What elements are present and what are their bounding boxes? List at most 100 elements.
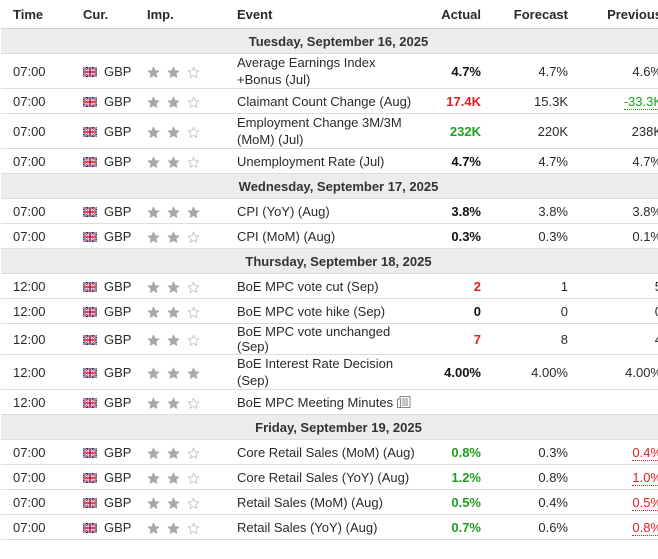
event-row[interactable]: 07:00 GBP Retail Sales (YoY) (Aug) 0.7% 0.6%… [1,514,658,540]
event-name-cell[interactable]: Claimant Count Change (Aug) [237,88,421,114]
event-previous[interactable]: 1.0% [632,469,658,486]
event-name-cell[interactable]: Retail Sales (YoY) (Aug) [237,514,421,540]
event-currency: GBP [82,53,147,89]
star-filled-icon [147,206,160,219]
event-actual: 7 [421,323,493,355]
event-name-cell[interactable]: BoE MPC Meeting Minutes [237,389,421,415]
col-header-actual[interactable]: Actual [421,0,493,29]
event-previous[interactable]: 0.8% [632,519,658,536]
event-time: 07:00 [1,489,83,515]
event-currency: GBP [82,113,147,149]
event-name[interactable]: Claimant Count Change (Aug) [237,93,412,109]
col-header-importance[interactable]: Imp. [147,0,237,29]
importance-stars [147,522,200,535]
event-row[interactable]: 07:00 GBP Employment Change 3M/3M (MoM) (J… [1,113,658,149]
event-previous[interactable]: -33.3K [623,93,658,110]
event-name[interactable]: Retail Sales (YoY) (Aug) [237,519,378,535]
event-name-cell[interactable]: Core Retail Sales (YoY) (Aug) [237,464,421,490]
event-name-cell[interactable]: Retail Sales (MoM) (Aug) [237,489,421,515]
document-icon[interactable] [397,395,411,408]
event-row[interactable]: 07:00 GBP Retail Sales (MoM) (Aug) 0.5% 0.4%… [1,489,658,515]
event-row[interactable]: 07:00 GBP Core Retail Sales (YoY) (Aug) 1.2… [1,464,658,490]
star-empty-icon [187,126,200,139]
event-row[interactable]: 07:00 GBP Claimant Count Change (Aug) 17.4K… [1,88,658,114]
event-row[interactable]: 07:00 GBP CPI (MoM) (Aug) 0.3%0.3% 0.1% [1,223,658,249]
star-empty-icon [187,231,200,244]
event-actual: 0 [421,298,493,324]
event-time: 07:00 [1,148,83,174]
star-filled-icon [167,367,180,380]
star-empty-icon [187,497,200,510]
event-row[interactable]: 12:00 GBP BoE Interest Rate Decision (Sep)… [1,354,658,390]
event-currency: GBP [82,439,147,465]
event-name[interactable]: Retail Sales (MoM) (Aug) [237,494,383,510]
event-name[interactable]: Unemployment Rate (Jul) [237,153,385,169]
event-name[interactable]: Core Retail Sales (YoY) (Aug) [237,469,410,485]
event-name-cell[interactable]: CPI (MoM) (Aug) [237,223,421,249]
col-header-previous[interactable]: Previous [580,0,658,29]
event-actual: 0.8% [421,439,493,465]
event-previous-cell: 4.00% [580,354,658,390]
event-name[interactable]: BoE MPC vote cut (Sep) [237,278,379,294]
currency-code: GBP [104,63,132,79]
event-previous-cell: 0.8% [580,514,658,540]
event-name-cell[interactable]: Unemployment Rate (Jul) [237,148,421,174]
event-name-cell[interactable]: Average Earnings Index +Bonus (Jul) [237,53,421,89]
col-header-time[interactable]: Time [1,0,83,29]
event-name-cell[interactable]: Employment Change 3M/3M (MoM) (Jul) [237,113,421,149]
event-name-cell[interactable]: BoE MPC vote unchanged (Sep) [237,323,421,355]
day-label: Friday, September 19, 2025 [1,414,658,440]
event-name-cell[interactable]: BoE Interest Rate Decision (Sep) [237,354,421,390]
event-row[interactable]: 12:00 GBP BoE MPC vote cut (Sep) 21 5 [1,273,658,299]
event-name[interactable]: BoE MPC vote hike (Sep) [237,303,386,319]
day-label: Wednesday, September 17, 2025 [1,173,658,199]
star-filled-icon [147,231,160,244]
event-importance [147,464,237,490]
importance-stars [147,281,200,294]
event-name[interactable]: Core Retail Sales (MoM) (Aug) [237,444,415,460]
event-importance [147,148,237,174]
event-previous[interactable]: 0.4% [632,444,658,461]
star-filled-icon [167,206,180,219]
event-name[interactable]: CPI (MoM) (Aug) [237,228,336,244]
star-filled-icon [147,126,160,139]
event-name[interactable]: BoE MPC Meeting Minutes [237,394,394,410]
importance-stars [147,66,200,79]
star-empty-icon [187,96,200,109]
event-row[interactable]: 07:00 GBP Average Earnings Index +Bonus (J… [1,53,658,89]
event-name[interactable]: BoE Interest Rate Decision (Sep) [237,356,394,388]
event-importance [147,439,237,465]
uk-flag-icon [82,366,98,379]
event-actual [421,389,493,415]
event-name-cell[interactable]: BoE MPC vote hike (Sep) [237,298,421,324]
uk-flag-icon [82,230,98,243]
event-currency: GBP [82,273,147,299]
col-header-currency[interactable]: Cur. [83,0,147,29]
event-row[interactable]: 07:00 GBP Unemployment Rate (Jul) 4.7% 4.7% 4… [1,148,658,174]
importance-stars [147,306,200,319]
event-name[interactable]: BoE MPC vote unchanged (Sep) [237,324,391,354]
event-name[interactable]: CPI (YoY) (Aug) [237,203,330,219]
event-previous-cell: 4.7% [580,148,658,174]
uk-flag-icon [82,65,98,78]
event-name[interactable]: Average Earnings Index +Bonus (Jul) [237,55,376,87]
event-name[interactable]: Employment Change 3M/3M (MoM) (Jul) [237,115,402,147]
col-header-event[interactable]: Event [237,0,421,29]
star-filled-icon [147,281,160,294]
event-row[interactable]: 07:00 GBP Core Retail Sales (MoM) (Aug) 0.8… [1,439,658,465]
event-importance [147,389,237,415]
event-previous[interactable]: 0.5% [632,494,658,511]
event-importance [147,489,237,515]
event-name-cell[interactable]: Core Retail Sales (MoM) (Aug) [237,439,421,465]
event-previous-cell: 0.1% [580,223,658,249]
event-importance [147,323,237,355]
event-row[interactable]: 12:00 GBP BoE MPC Meeting Minutes [1,389,658,415]
event-row[interactable]: 12:00 GBP BoE MPC vote unchanged (Sep) 78 4 [1,323,658,355]
col-header-forecast[interactable]: Forecast [493,0,580,29]
event-previous: 3.8% [632,203,658,219]
event-name-cell[interactable]: BoE MPC vote cut (Sep) [237,273,421,299]
event-currency: GBP [82,464,147,490]
event-name-cell[interactable]: CPI (YoY) (Aug) [237,198,421,224]
